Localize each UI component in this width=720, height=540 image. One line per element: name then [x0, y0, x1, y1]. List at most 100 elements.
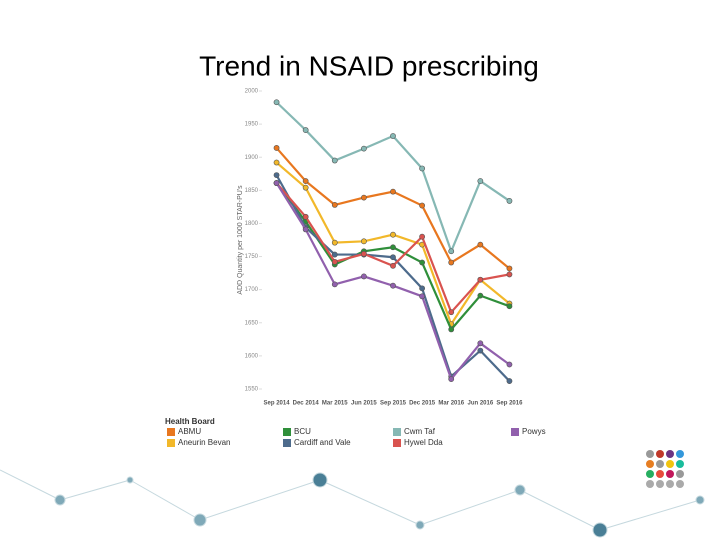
legend-label: BCU — [294, 427, 311, 436]
data-point — [273, 172, 280, 179]
data-point — [448, 309, 455, 316]
series-line — [275, 147, 511, 270]
logo-dot — [676, 480, 684, 488]
data-point — [419, 233, 426, 240]
x-tick-label: Sep 2014 — [264, 401, 291, 407]
data-point — [390, 244, 396, 251]
data-point — [506, 265, 513, 272]
legend-swatch — [393, 439, 401, 447]
data-point — [302, 184, 309, 191]
logo-dot — [666, 460, 674, 468]
data-point — [360, 273, 367, 280]
data-point — [360, 194, 367, 201]
network-line — [0, 469, 61, 501]
x-tick-label: Jun 2016 — [467, 401, 493, 407]
legend-swatch — [511, 428, 519, 436]
data-point — [477, 178, 484, 184]
data-point — [506, 361, 513, 368]
legend-swatch — [167, 428, 175, 436]
network-line — [129, 479, 201, 521]
y-tick-label: 1850 — [245, 188, 259, 194]
data-point — [477, 241, 484, 248]
logo-dot — [676, 450, 684, 458]
legend-swatch — [283, 428, 291, 436]
network-line — [599, 499, 701, 531]
data-point — [477, 276, 484, 283]
data-point — [360, 251, 367, 257]
y-tick-label: 2000 — [245, 89, 259, 95]
network-node — [415, 520, 425, 530]
data-point — [331, 251, 338, 258]
x-tick-label: Dec 2015 — [409, 401, 436, 407]
legend-swatch — [393, 428, 401, 436]
data-point — [506, 303, 513, 310]
data-point — [390, 188, 396, 195]
y-axis-label: ADD Quantity per 1000 STAR-PU's — [237, 185, 244, 295]
logo-dot — [666, 480, 674, 488]
logo-dot — [676, 460, 684, 468]
data-point — [419, 293, 426, 300]
data-point — [302, 178, 309, 184]
data-point — [448, 248, 455, 255]
network-node — [193, 513, 207, 527]
x-tick-label: Sep 2015 — [380, 401, 407, 407]
series-line — [275, 182, 511, 382]
y-tick-label: 1600 — [245, 353, 259, 359]
network-line — [59, 479, 131, 501]
x-tick-label: Dec 2014 — [293, 401, 320, 407]
data-point — [273, 159, 280, 166]
data-point — [360, 238, 367, 245]
network-line — [199, 479, 321, 521]
network-node — [312, 472, 328, 488]
x-tick-label: Sep 2016 — [496, 401, 523, 407]
data-point — [273, 99, 280, 106]
legend-label: ABMU — [178, 427, 201, 436]
data-point — [302, 226, 309, 233]
legend-title: Health Board — [165, 417, 215, 426]
network-line — [319, 479, 421, 526]
logo-dot — [646, 460, 654, 468]
data-point — [331, 157, 338, 164]
data-point — [390, 262, 396, 269]
data-point — [360, 145, 367, 152]
logo-dot — [656, 460, 664, 468]
legend-swatch — [283, 439, 291, 447]
data-point — [419, 202, 426, 209]
legend-label: Hywel Dda — [404, 438, 443, 447]
legend-label: Cwm Taf — [404, 427, 436, 436]
logo-dot — [656, 480, 664, 488]
x-tick-label: Jun 2015 — [351, 401, 377, 407]
network-node — [592, 522, 608, 538]
data-point — [390, 231, 396, 238]
data-point — [419, 165, 426, 172]
x-tick-label: Mar 2015 — [322, 401, 348, 407]
logo-dot — [646, 480, 654, 488]
data-point — [477, 347, 484, 354]
data-point — [273, 145, 280, 151]
network-node — [514, 484, 526, 496]
logo-dot — [656, 470, 664, 478]
y-tick-label: 1550 — [245, 387, 259, 393]
y-tick-label: 1750 — [245, 254, 259, 260]
legend-label: Aneurin Bevan — [178, 438, 230, 447]
logo-dot — [666, 450, 674, 458]
data-point — [506, 271, 513, 278]
data-point — [390, 133, 396, 139]
logo-dot — [666, 470, 674, 478]
logo-dot — [646, 450, 654, 458]
slide-title: Trend in NSAID prescribing — [199, 50, 539, 81]
logo-dots — [646, 450, 684, 488]
data-point — [331, 239, 338, 246]
data-point — [302, 213, 309, 220]
data-point — [477, 340, 484, 347]
logo-dot — [646, 470, 654, 478]
network-line — [419, 489, 521, 526]
data-point — [390, 254, 396, 261]
legend-label: Cardiff and Vale — [294, 438, 351, 447]
y-tick-label: 1700 — [245, 287, 259, 293]
y-tick-label: 1900 — [245, 155, 259, 161]
logo-dot — [676, 470, 684, 478]
data-point — [477, 292, 484, 299]
y-tick-label: 1650 — [245, 320, 259, 326]
